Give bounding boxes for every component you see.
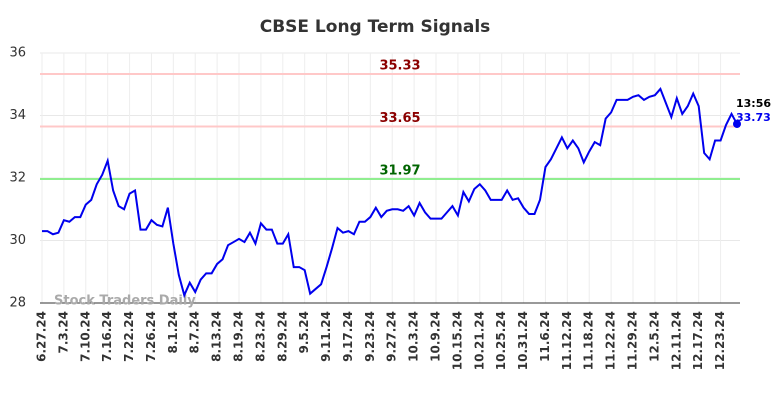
x-tick-label: 11.29.24: [626, 311, 640, 370]
x-tick-label: 7.16.24: [100, 311, 114, 362]
x-tick-label: 9.27.24: [385, 311, 399, 362]
x-tick-label: 8.29.24: [275, 311, 289, 362]
x-tick-label: 10.25.24: [494, 311, 508, 370]
y-tick-label: 32: [9, 171, 26, 186]
x-tick-label: 10.3.24: [407, 311, 421, 362]
chart-title: CBSE Long Term Signals: [260, 17, 491, 37]
x-tick-label: 8.23.24: [253, 311, 267, 362]
last-time: 13:56: [736, 97, 771, 110]
x-tick-label: 12.11.24: [669, 311, 683, 370]
x-tick-label: 7.22.24: [122, 311, 136, 362]
signal-label: 35.33: [379, 58, 420, 73]
x-tick-label: 12.17.24: [691, 311, 705, 370]
x-tick-label: 8.7.24: [188, 311, 202, 354]
x-tick-label: 12.5.24: [647, 311, 661, 362]
x-tick-label: 8.19.24: [232, 311, 246, 362]
y-tick-label: 28: [9, 296, 26, 311]
x-tick-label: 10.31.24: [516, 311, 530, 370]
x-tick-label: 9.23.24: [363, 311, 377, 362]
y-tick-label: 34: [9, 108, 26, 123]
x-tick-label: 10.9.24: [429, 311, 443, 362]
x-tick-label: 6.27.24: [35, 311, 49, 362]
signal-label: 31.97: [379, 163, 420, 178]
x-tick-label: 8.13.24: [210, 311, 224, 362]
x-tick-label: 10.21.24: [472, 311, 486, 370]
x-tick-label: 7.10.24: [78, 311, 92, 362]
y-tick-label: 30: [9, 233, 26, 248]
x-tick-label: 7.3.24: [56, 311, 70, 354]
x-tick-label: 11.22.24: [604, 311, 618, 370]
signal-label: 33.65: [379, 111, 420, 126]
x-tick-label: 8.1.24: [166, 311, 180, 354]
x-tick-label: 9.5.24: [297, 311, 311, 354]
y-tick-label: 36: [9, 46, 26, 61]
last-value: 33.73: [736, 111, 771, 124]
x-tick-label: 11.6.24: [538, 311, 552, 362]
price-line: [42, 87, 738, 299]
x-tick-label: 7.26.24: [144, 311, 158, 362]
x-tick-label: 11.12.24: [560, 311, 574, 370]
last-point: [733, 119, 741, 128]
x-tick-label: 9.11.24: [319, 311, 333, 362]
x-tick-label: 10.15.24: [450, 311, 464, 370]
watermark: Stock Traders Daily: [54, 294, 196, 309]
x-tick-label: 11.18.24: [582, 311, 596, 370]
x-tick-label: 9.17.24: [341, 311, 355, 362]
x-tick-label: 12.23.24: [713, 311, 727, 370]
